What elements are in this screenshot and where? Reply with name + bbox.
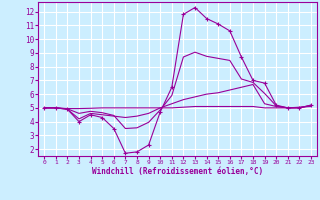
X-axis label: Windchill (Refroidissement éolien,°C): Windchill (Refroidissement éolien,°C) (92, 167, 263, 176)
